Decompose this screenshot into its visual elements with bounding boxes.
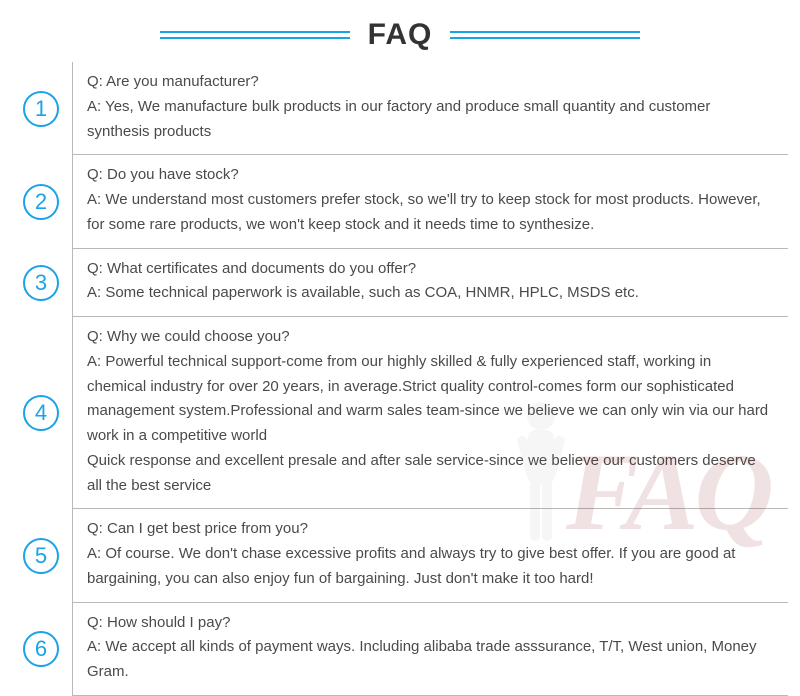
faq-answer: A: Powerful technical support-come from … — [87, 350, 774, 499]
faq-content: Q: Why we could choose you? A: Powerful … — [72, 317, 788, 509]
header-rule-right — [450, 31, 640, 39]
page-title: FAQ — [368, 18, 433, 52]
faq-item: 2 Q: Do you have stock? A: We understand… — [10, 155, 788, 248]
faq-answer: A: We accept all kinds of payment ways. … — [87, 635, 774, 685]
faq-number-badge: 2 — [23, 184, 59, 220]
faq-number-badge: 4 — [23, 395, 59, 431]
faq-number-col: 4 — [10, 317, 72, 509]
faq-question: Q: Why we could choose you? — [87, 325, 774, 350]
faq-number-badge: 5 — [23, 538, 59, 574]
faq-question: Q: Are you manufacturer? — [87, 70, 774, 95]
faq-answer: A: Of course. We don't chase excessive p… — [87, 542, 774, 592]
faq-number-col: 3 — [10, 249, 72, 318]
faq-answer: A: We understand most customers prefer s… — [87, 188, 774, 238]
faq-number-col: 6 — [10, 603, 72, 696]
faq-question: Q: Can I get best price from you? — [87, 517, 774, 542]
faq-number-col: 1 — [10, 62, 72, 155]
faq-question: Q: How should I pay? — [87, 611, 774, 636]
faq-answer: A: Some technical paperwork is available… — [87, 281, 774, 306]
faq-item: 1 Q: Are you manufacturer? A: Yes, We ma… — [10, 62, 788, 155]
faq-content: Q: Do you have stock? A: We understand m… — [72, 155, 788, 248]
faq-header: FAQ — [0, 0, 800, 62]
faq-content: Q: Can I get best price from you? A: Of … — [72, 509, 788, 602]
faq-list: 1 Q: Are you manufacturer? A: Yes, We ma… — [0, 62, 800, 696]
faq-number-badge: 1 — [23, 91, 59, 127]
faq-question: Q: Do you have stock? — [87, 163, 774, 188]
faq-answer: A: Yes, We manufacture bulk products in … — [87, 95, 774, 145]
faq-item: 6 Q: How should I pay? A: We accept all … — [10, 603, 788, 696]
header-rule-left — [160, 31, 350, 39]
faq-item: 4 Q: Why we could choose you? A: Powerfu… — [10, 317, 788, 509]
faq-item: 3 Q: What certificates and documents do … — [10, 249, 788, 318]
faq-number-col: 2 — [10, 155, 72, 248]
faq-content: Q: What certificates and documents do yo… — [72, 249, 788, 318]
faq-number-badge: 6 — [23, 631, 59, 667]
faq-question: Q: What certificates and documents do yo… — [87, 257, 774, 282]
faq-item: 5 Q: Can I get best price from you? A: O… — [10, 509, 788, 602]
faq-content: Q: Are you manufacturer? A: Yes, We manu… — [72, 62, 788, 155]
faq-content: Q: How should I pay? A: We accept all ki… — [72, 603, 788, 696]
faq-number-badge: 3 — [23, 265, 59, 301]
faq-number-col: 5 — [10, 509, 72, 602]
